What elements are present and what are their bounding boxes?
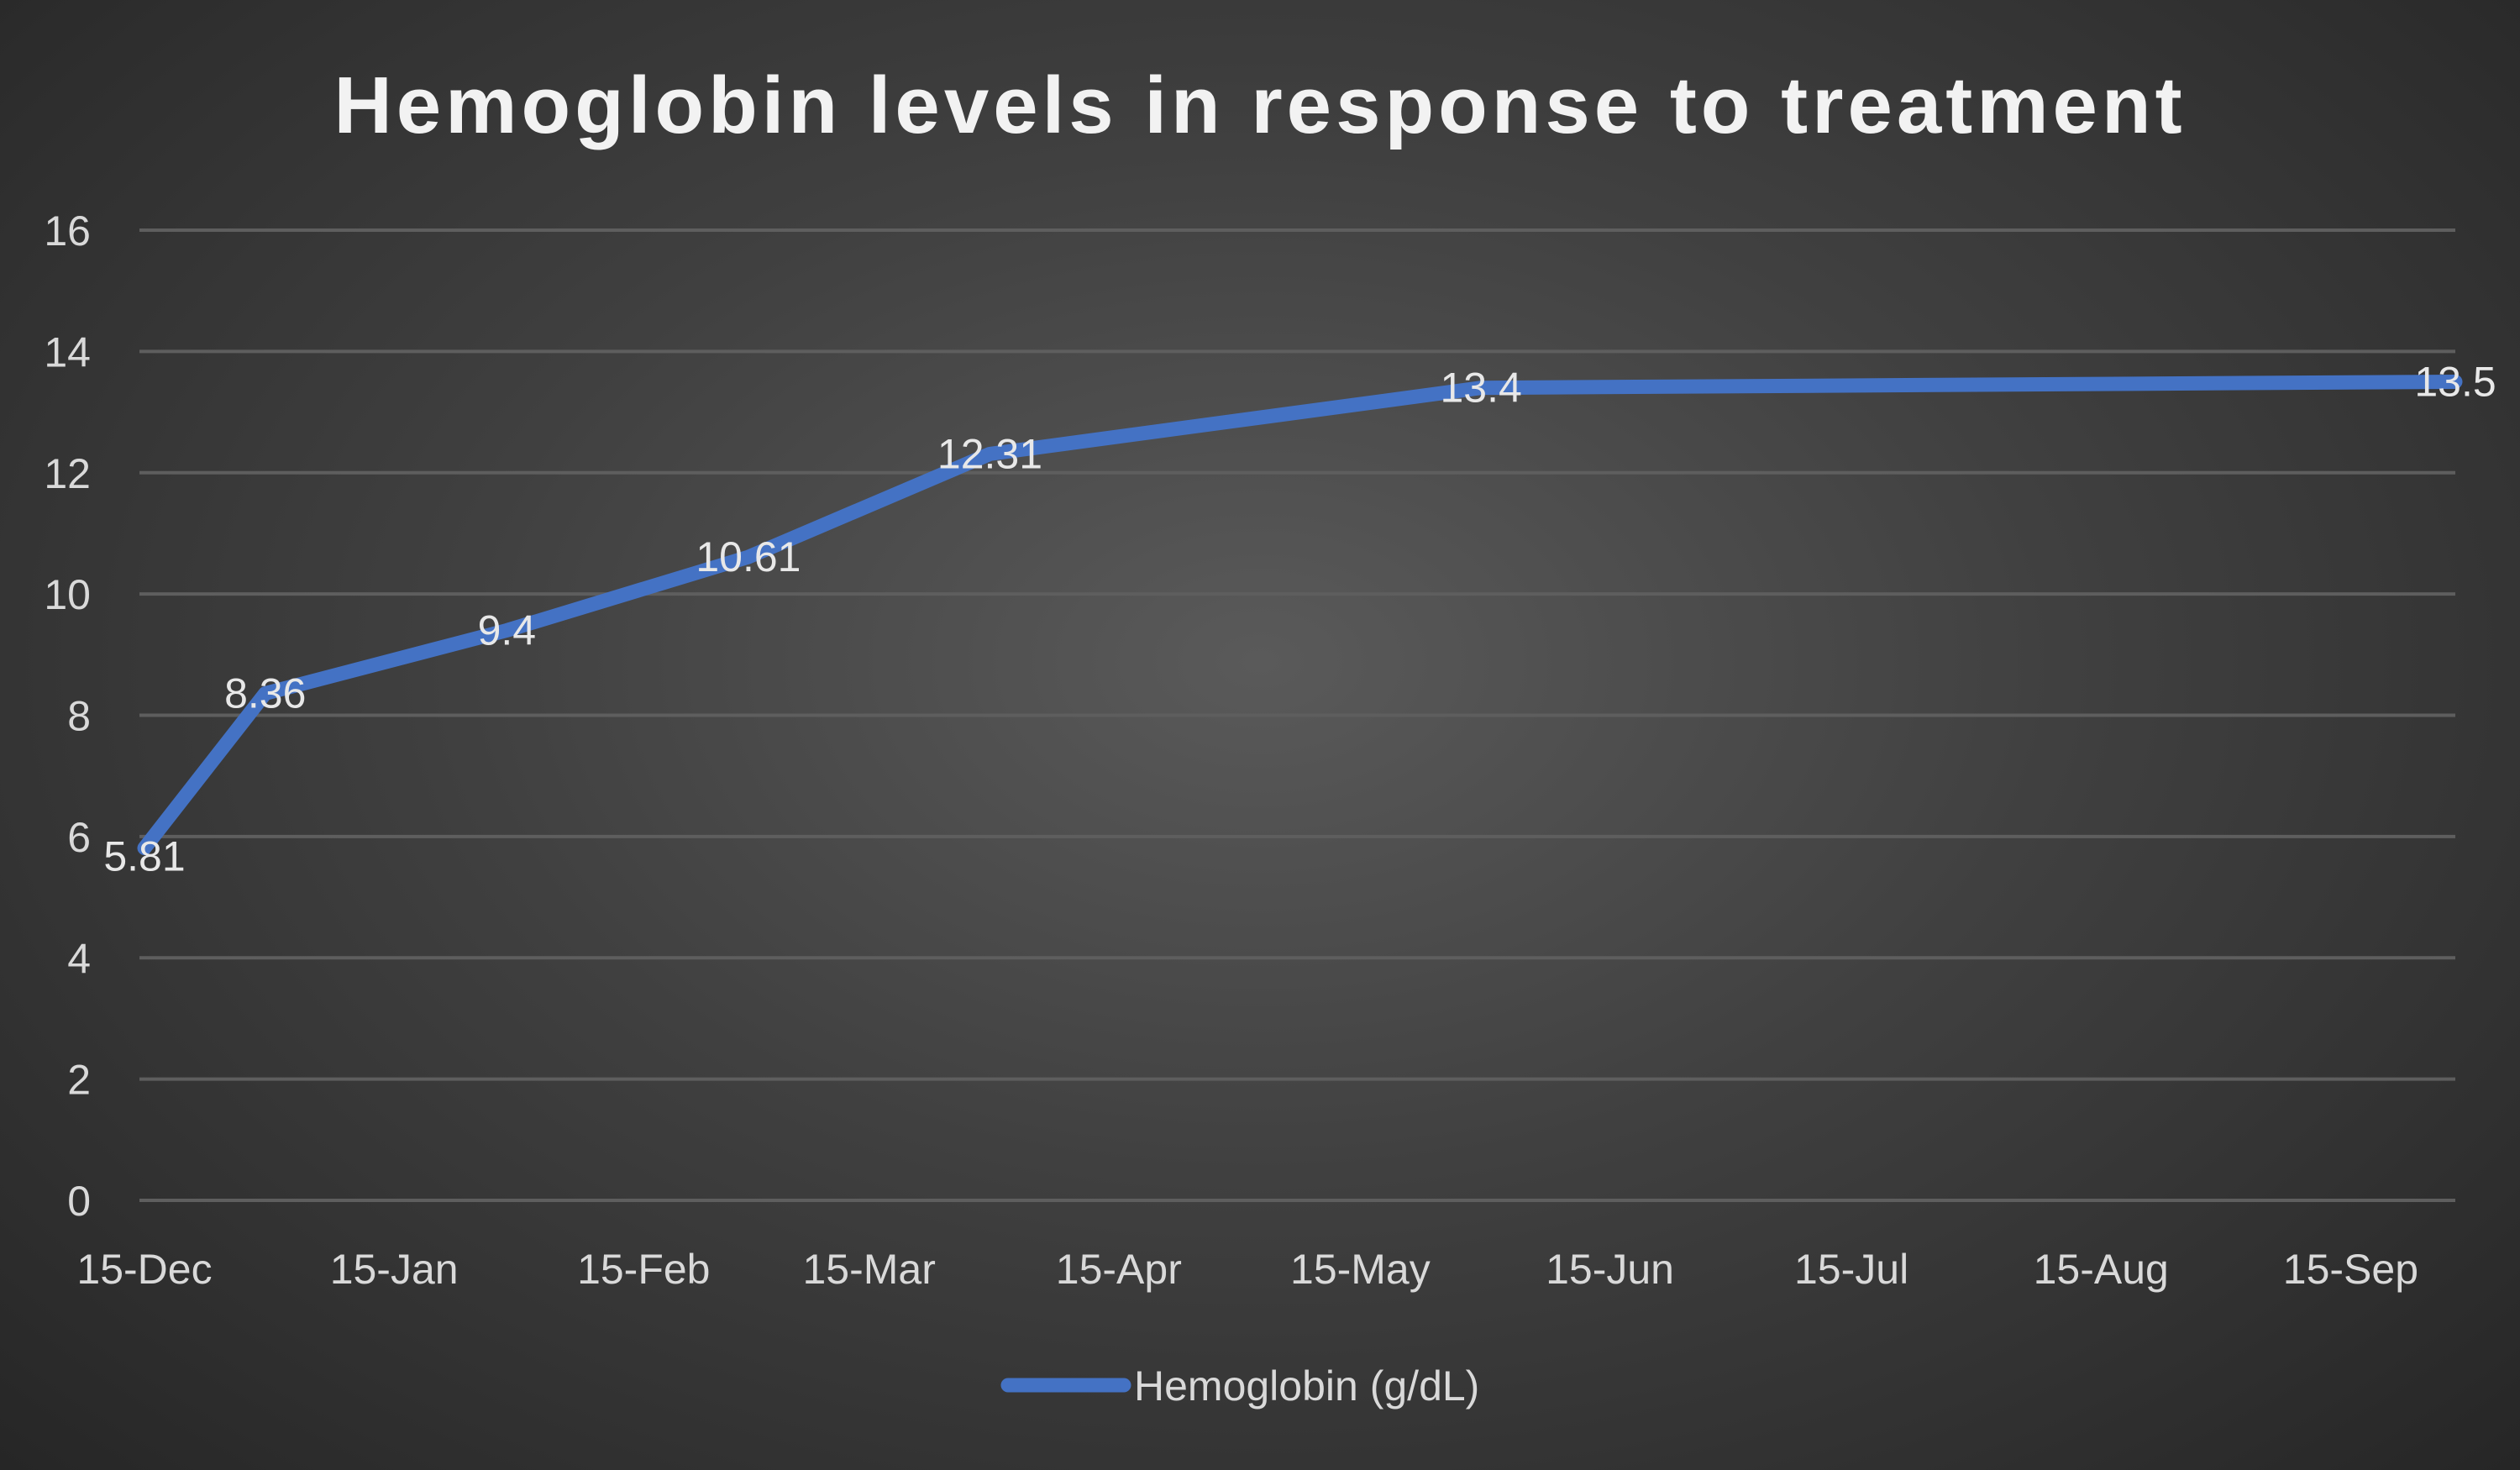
x-tick-label: 15-Aug (2034, 1246, 2169, 1293)
y-tick-label: 14 (44, 328, 91, 375)
x-tick-label: 15-Feb (577, 1246, 710, 1293)
y-tick-label: 12 (44, 450, 91, 497)
legend-label: Hemoglobin (g/dL) (1134, 1362, 1479, 1410)
y-tick-label: 0 (67, 1178, 91, 1225)
x-tick-label: 15-Apr (1056, 1246, 1182, 1293)
y-tick-label: 16 (44, 207, 91, 255)
y-axis: 0 2 4 6 8 10 12 14 16 (44, 207, 91, 1225)
data-point (747, 556, 749, 559)
y-tick-label: 10 (44, 571, 91, 618)
legend: Hemoglobin (g/dL) (1000, 1362, 1479, 1410)
y-tick-label: 6 (67, 814, 91, 861)
data-point (144, 847, 145, 849)
y-tick-label: 2 (67, 1057, 91, 1104)
data-label: 12.31 (937, 430, 1042, 477)
x-axis: 15-Dec 15-Jan 15-Feb 15-Mar 15-Apr 15-May 15-J… (76, 1246, 2418, 1293)
data-label: 5.81 (103, 833, 185, 880)
data-label: 10.61 (696, 533, 801, 580)
data-label: 8.36 (224, 670, 306, 717)
x-tick-label: 15-Jul (1794, 1246, 1908, 1293)
data-label: 13.5 (2414, 358, 2496, 405)
y-tick-label: 8 (67, 693, 91, 740)
chart-title: Hemoglobin levels in response to treatme… (333, 60, 2186, 150)
data-label: 13.4 (1441, 365, 1522, 412)
x-tick-label: 15-Jan (330, 1246, 459, 1293)
x-tick-label: 15-Mar (802, 1246, 935, 1293)
gridlines (139, 228, 2455, 1202)
series-hemoglobin (137, 374, 2463, 856)
x-tick-label: 15-Jun (1546, 1246, 1674, 1293)
data-point (1480, 386, 1483, 389)
x-tick-label: 15-May (1290, 1246, 1431, 1293)
y-tick-label: 4 (67, 935, 91, 982)
data-point (264, 692, 266, 695)
x-tick-label: 15-Dec (76, 1246, 212, 1293)
data-point (2454, 381, 2456, 383)
data-labels: 5.81 8.36 9.4 10.61 12.31 13.4 13.5 (103, 358, 2496, 879)
data-point (989, 453, 991, 455)
x-tick-label: 15-Sep (2283, 1246, 2418, 1293)
data-point (506, 629, 508, 632)
data-label: 9.4 (478, 606, 537, 654)
